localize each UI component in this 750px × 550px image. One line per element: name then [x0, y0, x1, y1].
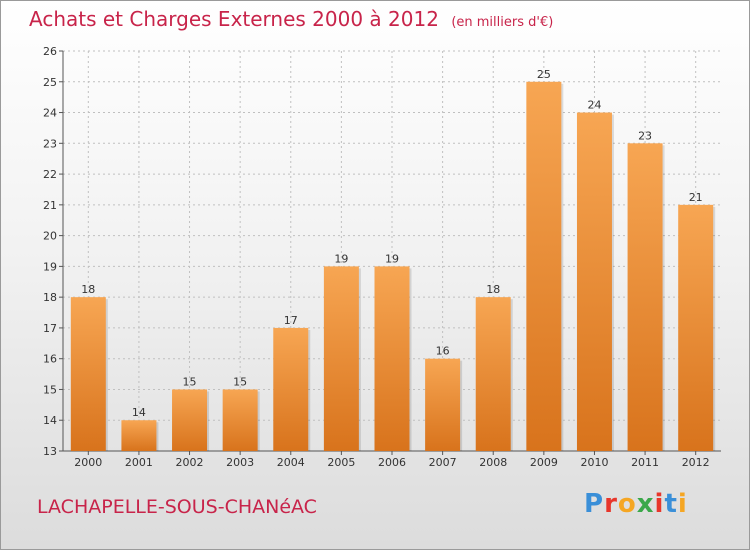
y-tick-label: 17: [43, 322, 57, 335]
bar: [374, 266, 410, 451]
chart-title: Achats et Charges Externes 2000 à 2012 (…: [29, 7, 553, 31]
data-label: 21: [689, 191, 703, 204]
y-tick-label: 15: [43, 383, 57, 396]
y-tick-label: 21: [43, 199, 57, 212]
bar: [678, 204, 714, 451]
data-label: 15: [233, 375, 247, 388]
bar: [323, 266, 359, 451]
x-tick-label: 2002: [176, 456, 204, 469]
data-label: 25: [537, 68, 551, 81]
data-label: 24: [587, 99, 601, 112]
data-label: 19: [334, 252, 348, 265]
x-tick-label: 2004: [277, 456, 305, 469]
y-tick-label: 24: [43, 107, 57, 120]
y-tick-label: 18: [43, 291, 57, 304]
data-label: 23: [638, 129, 652, 142]
bars: [70, 81, 716, 452]
x-tick-label: 2003: [226, 456, 254, 469]
logo-letter: r: [604, 489, 618, 519]
logo-letter: i: [654, 489, 665, 519]
data-label: 18: [81, 283, 95, 296]
bar: [121, 420, 157, 451]
y-tick-label: 19: [43, 260, 57, 273]
data-label: 18: [486, 283, 500, 296]
bar: [70, 297, 106, 451]
data-label: 16: [436, 345, 450, 358]
bar: [627, 143, 663, 452]
y-tick-label: 13: [43, 445, 57, 458]
x-tick-label: 2008: [479, 456, 507, 469]
logo-letter: i: [677, 489, 688, 519]
chart-title-text: Achats et Charges Externes 2000 à 2012: [29, 7, 439, 31]
y-tick-label: 23: [43, 137, 57, 150]
x-tick-label: 2006: [378, 456, 406, 469]
bar: [425, 358, 461, 451]
y-tick-label: 26: [43, 45, 57, 58]
bar: [222, 389, 258, 451]
bar: [273, 327, 309, 451]
y-tick-label: 22: [43, 168, 57, 181]
bar: [576, 112, 612, 452]
logo-letter: t: [664, 489, 678, 519]
bar: [475, 297, 511, 451]
bar: [526, 81, 562, 452]
y-tick-label: 20: [43, 230, 57, 243]
x-tick-label: 2007: [429, 456, 457, 469]
logo-letter: P: [584, 489, 605, 519]
x-tick-label: 2011: [631, 456, 659, 469]
x-tick-label: 2000: [74, 456, 102, 469]
x-tick-label: 2001: [125, 456, 153, 469]
data-label: 19: [385, 252, 399, 265]
x-tick-label: 2009: [530, 456, 558, 469]
y-tick-label: 25: [43, 76, 57, 89]
logo-letter: x: [636, 489, 655, 519]
data-label: 14: [132, 406, 146, 419]
x-tick-label: 2012: [682, 456, 710, 469]
proxiti-logo[interactable]: Proxiti: [584, 489, 688, 519]
logo-letter: o: [617, 489, 637, 519]
y-tick-label: 16: [43, 353, 57, 366]
city-name: LACHAPELLE-SOUS-CHANéAC: [37, 496, 317, 518]
chart-unit-label: (en milliers d'€): [451, 15, 554, 30]
data-label: 15: [183, 375, 197, 388]
bar: [172, 389, 208, 451]
x-tick-label: 2005: [327, 456, 355, 469]
y-tick-label: 14: [43, 414, 57, 427]
x-tick-label: 2010: [580, 456, 608, 469]
data-label: 17: [284, 314, 298, 327]
labels: 13 14 15 16 17 18 19 20 21 22 23 24 25 26 18 2000 14 2001…: [43, 45, 710, 469]
